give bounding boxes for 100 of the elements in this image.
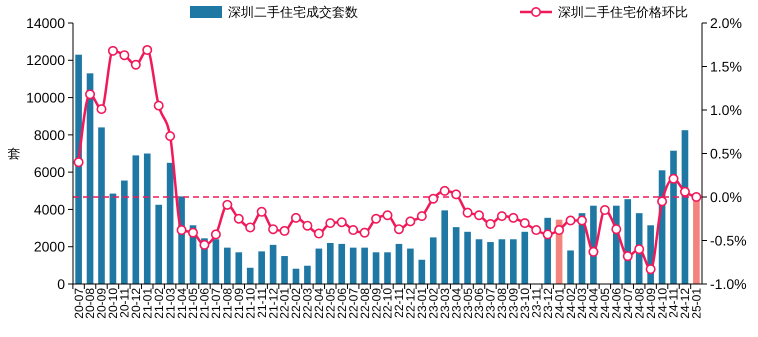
x-tick-label: 21-12	[266, 288, 280, 319]
point	[245, 222, 256, 232]
bar	[510, 239, 517, 284]
x-tick-label: 24-09	[644, 288, 658, 319]
bar	[384, 252, 391, 284]
x-tick-label: 21-07	[209, 288, 224, 319]
x-tick-label: 21-02	[152, 288, 166, 319]
point	[74, 157, 84, 168]
bar	[132, 155, 140, 284]
point	[336, 217, 347, 228]
bar	[258, 251, 265, 284]
bar	[281, 256, 288, 284]
y2-tick-label: 1.5%	[710, 58, 742, 74]
point	[451, 189, 462, 200]
legend-label: 深圳二手住宅价格环比	[558, 4, 688, 20]
bar	[487, 242, 494, 284]
bar	[396, 244, 402, 284]
y2-tick-label: 0.0%	[710, 188, 742, 205]
bar	[430, 237, 437, 284]
point	[85, 89, 96, 100]
y-tick-label: 14000	[26, 14, 66, 31]
point	[646, 264, 656, 274]
point	[188, 228, 198, 238]
bar	[144, 154, 151, 284]
point	[588, 246, 598, 257]
point	[668, 174, 679, 184]
y2-tick-label: 1.0%	[710, 102, 742, 118]
x-tick-label: 23-12	[540, 288, 555, 319]
bar	[110, 194, 116, 284]
y-tick-label: 0	[57, 276, 66, 292]
y-axis-title: 套	[8, 146, 20, 162]
x-tick-label: 23-06	[472, 288, 486, 319]
point	[428, 194, 438, 204]
point	[622, 251, 633, 262]
x-tick-label: 24-11	[666, 288, 681, 318]
x-tick-label: 22-03	[300, 288, 315, 319]
x-tick-label: 22-02	[289, 288, 304, 319]
x-tick-label: 24-08	[632, 288, 646, 319]
point	[210, 229, 221, 240]
x-tick-label: 21-05	[186, 288, 200, 319]
point	[691, 192, 702, 202]
x-tick-label: 22-08	[358, 288, 372, 319]
point	[360, 228, 370, 238]
y2-tick-label: 2.0%	[710, 14, 742, 31]
point	[325, 218, 336, 228]
point	[268, 224, 278, 234]
bar	[121, 180, 128, 284]
x-tick-label: 23-05	[460, 288, 475, 319]
x-tick-label: 24-10	[655, 288, 670, 319]
bar	[292, 268, 300, 284]
point	[485, 218, 496, 229]
x-tick-label: 21-06	[198, 288, 212, 319]
bar	[476, 239, 482, 284]
point	[416, 211, 427, 222]
point	[600, 205, 610, 216]
point	[280, 226, 290, 236]
point	[542, 229, 553, 240]
x-tick-label: 24-04	[586, 288, 601, 319]
point	[96, 104, 106, 114]
bar	[155, 204, 162, 284]
bar	[418, 260, 426, 284]
point	[508, 212, 518, 223]
x-tick-label: 22-10	[380, 288, 395, 319]
point	[462, 208, 473, 218]
bar	[361, 248, 368, 284]
point	[382, 210, 392, 220]
y-tick-label: 6000	[34, 164, 66, 180]
bar	[86, 73, 94, 284]
bar	[326, 242, 334, 284]
x-tick-label: 24-12	[678, 288, 692, 319]
x-tick-label: 20-10	[106, 288, 120, 319]
point	[520, 218, 530, 228]
x-tick-label: 24-03	[575, 288, 590, 319]
y2-tick-label: -1.0%	[710, 276, 747, 292]
point	[474, 210, 484, 220]
point	[302, 220, 312, 231]
point	[222, 200, 232, 210]
x-tick-label: 24-01	[552, 288, 566, 319]
point	[496, 211, 507, 222]
point	[680, 186, 690, 197]
x-tick-label: 23-03	[438, 288, 452, 319]
x-tick-label: 22-06	[334, 288, 349, 319]
point	[176, 225, 187, 236]
y2-tick-label: 0.5%	[710, 145, 742, 162]
x-tick-label: 22-09	[369, 288, 384, 319]
bar	[224, 248, 231, 284]
point	[119, 50, 130, 60]
x-tick-label: 23-07	[484, 288, 498, 319]
point	[554, 225, 564, 236]
x-tick-label: 21-04	[174, 288, 189, 319]
x-tick-label: 20-11	[118, 288, 132, 318]
point	[130, 60, 141, 70]
point	[199, 240, 210, 250]
point	[142, 44, 152, 55]
point	[371, 214, 382, 224]
x-tick-label: 23-11	[529, 288, 544, 318]
bar	[304, 266, 311, 284]
point	[165, 131, 176, 142]
point	[657, 196, 668, 206]
x-tick-label: 20-07	[72, 288, 86, 319]
